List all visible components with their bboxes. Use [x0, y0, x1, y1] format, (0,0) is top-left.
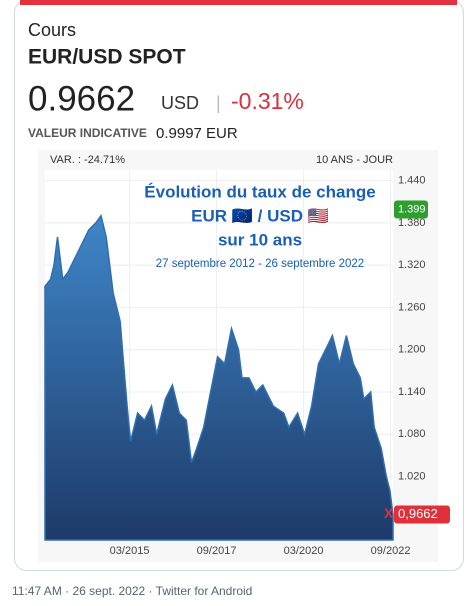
- badge: [394, 200, 428, 219]
- currency: USD: [161, 93, 199, 113]
- variation: VAR. : -24.71%: [50, 154, 125, 166]
- badge-label: 1.399: [398, 203, 426, 215]
- y-tick-label: 1.260: [398, 301, 426, 313]
- price: 0.9662: [28, 79, 135, 118]
- y-tick-label: 1.320: [398, 259, 426, 271]
- indicative-label: VALEUR INDICATIVE: [28, 126, 147, 140]
- chart-title: Évolution du taux de change: [144, 182, 375, 201]
- badge: [394, 505, 450, 524]
- pair: EUR/USD SPOT: [28, 46, 186, 69]
- top-bar: [20, 0, 457, 5]
- period: 10 ANS - JOUR: [316, 154, 393, 166]
- chart-subtitle: 27 septembre 2012 - 26 septembre 2022: [156, 258, 364, 270]
- area: [44, 214, 394, 541]
- indicative-value: 0.9997 EUR: [156, 125, 238, 142]
- badge-label: 0,9662: [398, 506, 438, 521]
- x-tick-label: 03/2020: [284, 545, 324, 557]
- label: Cours: [28, 20, 76, 40]
- y-tick-label: 1.020: [398, 470, 426, 482]
- x-tick-label: 09/2017: [197, 545, 237, 557]
- y-tick-label: 1.380: [398, 217, 426, 229]
- chart-title: EUR 🇪🇺 / USD 🇺🇸: [191, 206, 329, 225]
- x-tick-label: 03/2015: [110, 545, 150, 557]
- footer: 11:47 AM · 26 sept. 2022 · Twitter for A…: [12, 584, 252, 598]
- y-tick-label: 1.440: [398, 174, 426, 186]
- change: -0.31%: [231, 88, 304, 114]
- x-tick-label: 09/2022: [371, 545, 411, 557]
- close-marker: X: [384, 505, 394, 521]
- y-tick-label: 1.140: [398, 386, 426, 398]
- separator: |: [216, 93, 221, 113]
- chart-title: sur 10 ans: [218, 230, 302, 249]
- y-tick-label: 1.200: [398, 344, 426, 356]
- y-tick-label: 1.080: [398, 428, 426, 440]
